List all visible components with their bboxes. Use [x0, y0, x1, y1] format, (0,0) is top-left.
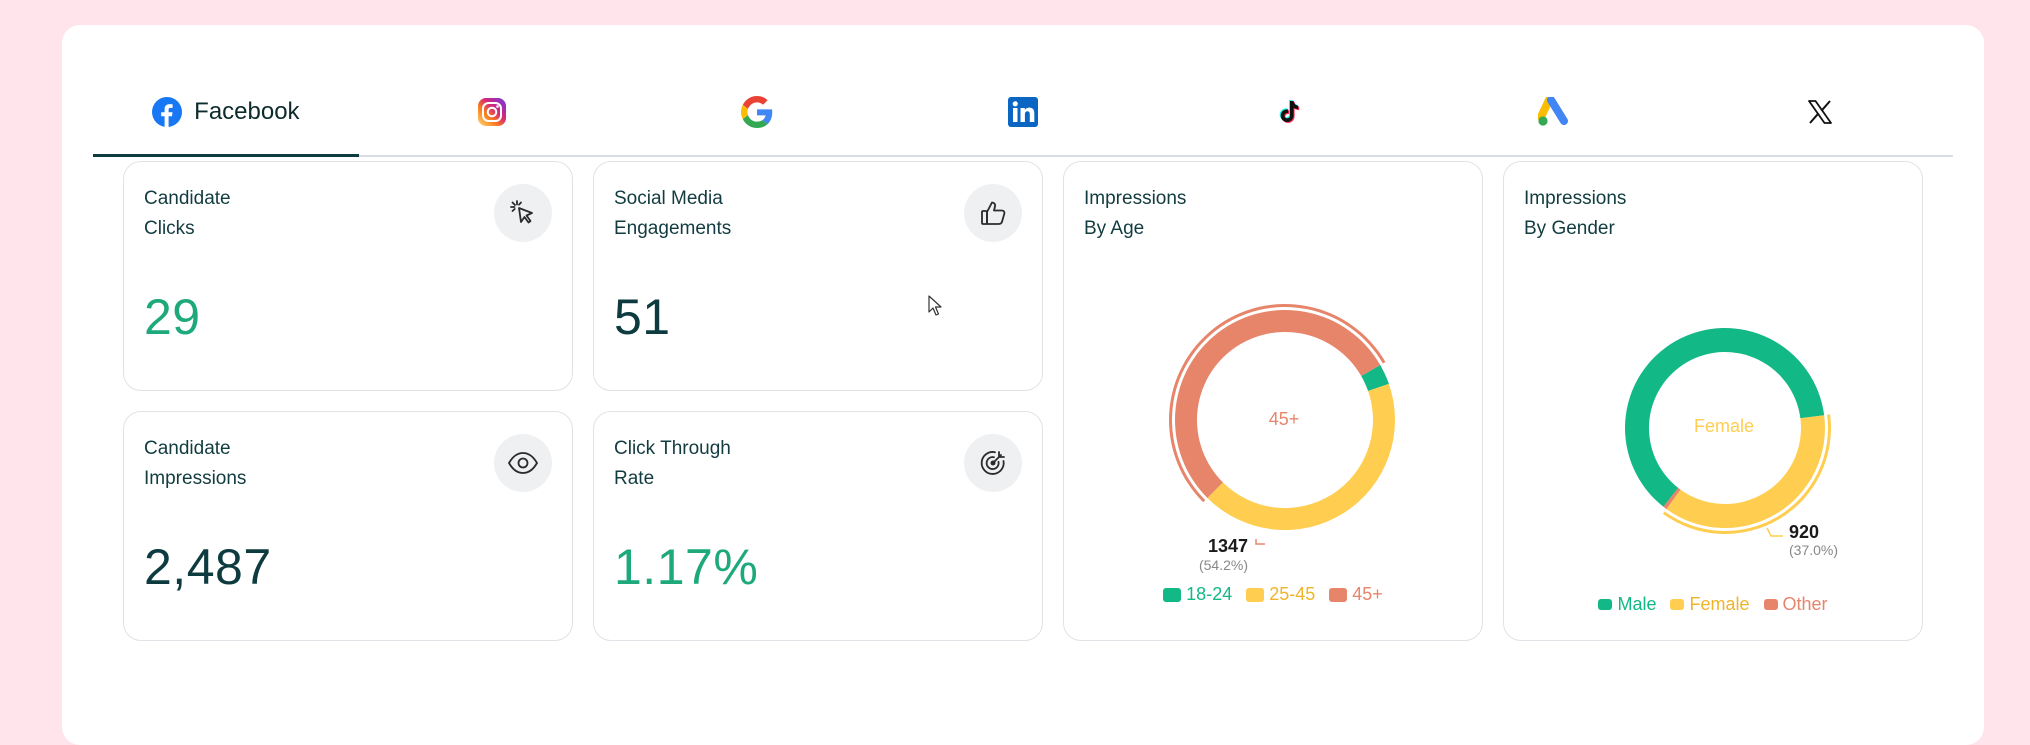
tab-google[interactable] [624, 69, 890, 155]
legend-label: 45+ [1352, 584, 1383, 604]
legend-label: 25-45 [1269, 584, 1316, 604]
card-title-line1: Candidate [144, 438, 231, 459]
legend-label: Other [1782, 594, 1828, 614]
legend-swatch [1763, 599, 1778, 610]
card-title-line1: Click Through [614, 438, 731, 459]
legend-label: Male [1617, 594, 1657, 614]
target-icon [980, 451, 1005, 475]
callout-percent: (37.0%) [1789, 542, 1838, 558]
tab-facebook[interactable]: Facebook [93, 69, 359, 157]
analytics-panel: Facebook [62, 25, 1984, 745]
tab-linkedin[interactable] [890, 69, 1156, 155]
callout-leader [1766, 527, 1783, 537]
eye-icon [507, 452, 539, 474]
card-title-line1: Candidate [144, 188, 231, 209]
card-title-line2: Engagements [614, 218, 732, 239]
card-title-line2: Rate [614, 468, 655, 489]
thumbs-up-icon [981, 201, 1006, 225]
tiktok-icon [1279, 100, 1299, 123]
chart-legend: 18-24 25-45 45+ [1064, 584, 1482, 605]
card-title-line2: Impressions [144, 468, 247, 489]
legend-swatch [1163, 587, 1182, 602]
platform-tabs: Facebook [93, 69, 1953, 157]
tab-facebook-label: Facebook [194, 98, 300, 125]
donut-slice-25-45[interactable] [1207, 383, 1395, 531]
chart-title-line2: By Gender [1524, 218, 1615, 239]
tab-instagram[interactable] [359, 69, 625, 155]
legend-swatch [1246, 587, 1265, 602]
card-title: Candidate Impressions [144, 434, 404, 494]
cursor-click-icon [510, 200, 533, 224]
tab-x[interactable] [1687, 69, 1953, 155]
icon-badge [964, 184, 1022, 242]
instagram-icon [477, 98, 506, 126]
tab-tiktok[interactable] [1156, 69, 1422, 155]
legend-label: Female [1689, 594, 1750, 614]
callout-value: 1347 [1208, 536, 1248, 556]
donut-highlight-ring [1662, 414, 1831, 534]
candidate-clicks-card: Candidate Clicks 29 [123, 161, 573, 391]
legend-item-25-45[interactable]: 25-45 [1246, 584, 1315, 605]
ctr-card: Click Through Rate 1.17% [593, 411, 1043, 641]
candidate-impressions-card: Candidate Impressions 2,487 [123, 411, 573, 641]
card-title-line2: Clicks [144, 218, 195, 239]
legend-swatch [1598, 599, 1613, 610]
legend-swatch [1329, 587, 1348, 602]
legend-label: 18-24 [1186, 584, 1233, 604]
callout-percent: (54.2%) [1199, 557, 1248, 573]
card-title: Candidate Clicks [144, 184, 404, 244]
impressions-by-age-card: Impressions By Age 45+ 1347 (54.2%) 18-2… [1063, 161, 1483, 641]
legend-swatch [1670, 599, 1685, 610]
card-title-line1: Social Media [614, 188, 723, 209]
chart-title-line1: Impressions [1524, 188, 1627, 209]
donut-slice-other[interactable] [1663, 487, 1681, 510]
donut-slice-45-[interactable] [1175, 309, 1381, 498]
google-ads-icon [1538, 97, 1569, 126]
linkedin-icon [1008, 97, 1039, 127]
engagements-card: Social Media Engagements 51 [593, 161, 1043, 391]
legend-item-male[interactable]: Male [1598, 594, 1656, 615]
legend-item-18-24[interactable]: 18-24 [1163, 584, 1232, 605]
mouse-cursor-icon [928, 295, 942, 316]
impressions-by-gender-card: Impressions By Gender Female 920 (37.0%)… [1503, 161, 1923, 641]
age-donut-chart: 45+ 1347 (54.2%) [1169, 303, 1395, 573]
donut-highlight-ring [1169, 303, 1386, 503]
donut-center-label: 45+ [1269, 409, 1300, 429]
chart-title-line1: Impressions [1084, 188, 1187, 209]
card-title: Social Media Engagements [614, 184, 874, 244]
impressions-value: 2,487 [144, 539, 272, 595]
legend-item-other[interactable]: Other [1763, 594, 1828, 615]
card-title: Impressions By Age [1084, 184, 1344, 244]
clicks-value: 29 [144, 289, 201, 345]
gender-donut-chart: Female 920 (37.0%) [1625, 328, 1838, 558]
donut-slice-18-24[interactable] [1361, 365, 1389, 392]
legend-item-45-plus[interactable]: 45+ [1329, 584, 1383, 605]
donut-center-label: Female [1694, 416, 1754, 436]
chart-legend: Male Female Other [1504, 594, 1922, 615]
ctr-value: 1.17% [614, 539, 759, 595]
icon-badge [494, 434, 552, 492]
x-icon [1808, 100, 1833, 124]
icon-badge [964, 434, 1022, 492]
facebook-icon [152, 97, 183, 127]
card-title: Impressions By Gender [1524, 184, 1784, 244]
donut-slice-female[interactable] [1666, 415, 1825, 528]
engagements-value: 51 [614, 289, 671, 345]
card-title: Click Through Rate [614, 434, 874, 494]
chart-title-line2: By Age [1084, 218, 1145, 239]
tab-google-ads[interactable] [1422, 69, 1688, 155]
google-icon [741, 96, 773, 128]
callout-value: 920 [1789, 522, 1819, 542]
legend-item-female[interactable]: Female [1670, 594, 1750, 615]
callout-leader [1255, 539, 1265, 545]
icon-badge [494, 184, 552, 242]
